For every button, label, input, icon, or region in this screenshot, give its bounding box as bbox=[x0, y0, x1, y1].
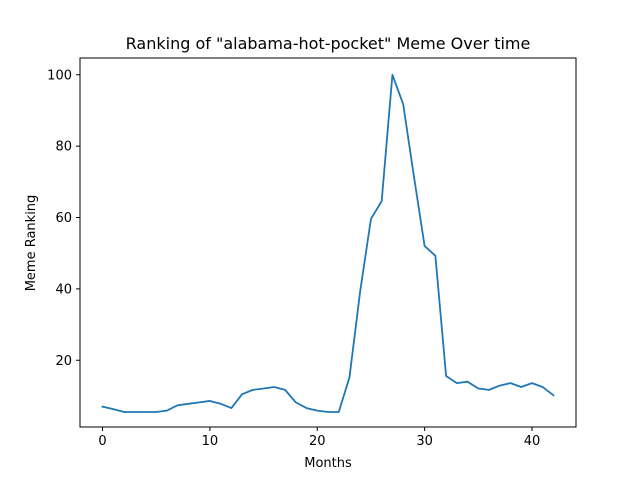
plot-area bbox=[101, 73, 555, 413]
x-tick-label: 30 bbox=[416, 434, 433, 449]
plot-frame bbox=[79, 57, 577, 428]
x-tick-label: 20 bbox=[309, 434, 326, 449]
x-axis: 0 10 20 30 40 bbox=[98, 427, 540, 449]
x-axis-label: Months bbox=[304, 456, 352, 471]
y-axis: 20 40 60 80 100 bbox=[47, 68, 80, 369]
y-tick-label: 100 bbox=[47, 68, 72, 83]
x-tick-label: 40 bbox=[524, 434, 541, 449]
y-tick-label: 80 bbox=[55, 140, 72, 155]
series-line bbox=[101, 73, 555, 413]
y-tick-label: 40 bbox=[55, 282, 72, 297]
y-tick-label: 20 bbox=[55, 354, 72, 369]
x-tick-label: 0 bbox=[98, 434, 106, 449]
chart-title: Ranking of "alabama-hot-pocket" Meme Ove… bbox=[126, 34, 531, 53]
x-tick-label: 10 bbox=[202, 434, 219, 449]
y-tick-label: 60 bbox=[55, 211, 72, 226]
y-axis-label: Meme Ranking bbox=[24, 195, 39, 292]
